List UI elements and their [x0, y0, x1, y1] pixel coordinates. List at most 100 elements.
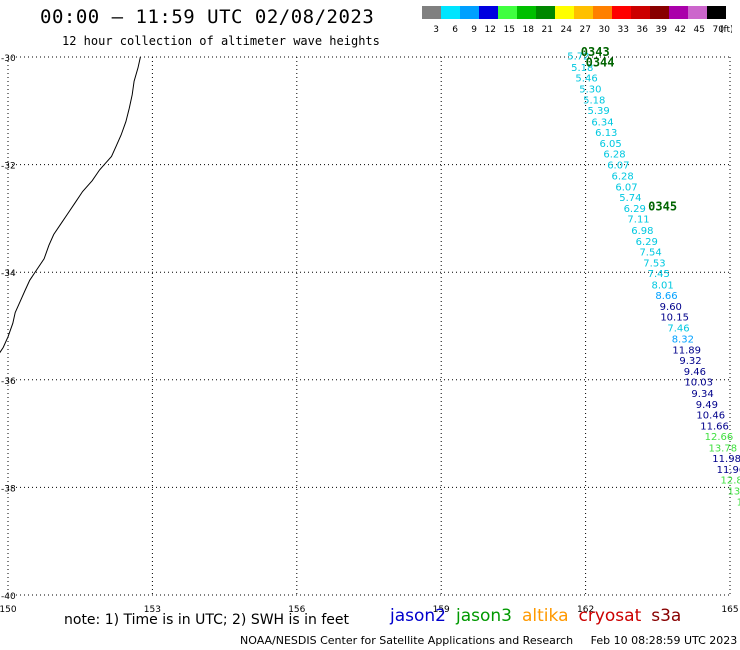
- longitude-tick-label: 150: [0, 605, 17, 615]
- wave-height-label: 6.29: [624, 204, 646, 215]
- legend-swatch: [631, 6, 650, 19]
- latitude-tick-label: -38: [1, 484, 16, 494]
- wave-height-label: 5.18: [583, 95, 605, 106]
- satellite-altika: altika: [522, 606, 569, 626]
- wave-height-label: 6.29: [636, 237, 658, 248]
- legend-swatch: [498, 6, 517, 19]
- legend-label: 36: [637, 25, 649, 34]
- map-title: 00:00 – 11:59 UTC 02/08/2023: [40, 6, 375, 28]
- wave-height-label: 5.46: [575, 74, 597, 85]
- generated-timestamp: Feb 10 08:28:59 UTC 2023: [590, 634, 738, 647]
- longitude-tick-label: 153: [144, 605, 161, 615]
- legend-label: 27: [580, 25, 591, 34]
- wave-height-label: 9.49: [696, 400, 718, 411]
- legend-swatch: [536, 6, 555, 19]
- wave-height-label: 7.54: [639, 248, 661, 259]
- legend-label: 39: [656, 25, 668, 34]
- satellite-cryosat: cryosat: [578, 606, 642, 626]
- wave-height-label: 6.28: [612, 172, 634, 183]
- coastline: [0, 56, 141, 354]
- satellite-legend: jason2 jason3 altika cryosat s3a: [390, 606, 691, 626]
- wave-height-label: 9.46: [684, 367, 706, 378]
- legend-label: 30: [599, 25, 611, 34]
- legend-swatch: [574, 6, 593, 19]
- legend-label: 70: [713, 25, 725, 34]
- wave-height-label: 5.39: [587, 106, 609, 117]
- legend-swatch: [555, 6, 574, 19]
- wave-height-label: 13.78: [708, 443, 737, 454]
- satellite-s3a: s3a: [651, 606, 682, 626]
- credit-line: NOAA/NESDIS Center for Satellite Applica…: [240, 634, 737, 647]
- legend-label: 24: [561, 25, 573, 34]
- wave-height-label: 12.66: [705, 432, 734, 443]
- wave-height-label: 7.45: [648, 269, 670, 280]
- legend-label: 18: [523, 25, 535, 34]
- legend-label: 45: [694, 25, 705, 34]
- satellite-jason2: jason2: [390, 606, 446, 626]
- wave-height-label: 5.72: [567, 52, 589, 63]
- wave-height-label: 6.13: [595, 128, 617, 139]
- legend-swatch: [460, 6, 479, 19]
- longitude-tick-label: 159: [433, 605, 450, 615]
- wave-height-label: 11.89: [672, 345, 701, 356]
- wave-height-label: 6.98: [631, 226, 653, 237]
- legend-swatch: [441, 6, 460, 19]
- wave-height-label: 11.96: [717, 465, 740, 476]
- wave-height-label: 9.34: [691, 389, 713, 400]
- latitude-tick-label: -34: [1, 269, 16, 279]
- wave-height-label: 10.46: [696, 411, 725, 422]
- wave-height-label: 12.84: [720, 476, 740, 487]
- wave-height-label: 8.32: [672, 335, 694, 346]
- legend-label: 33: [618, 25, 629, 34]
- wave-height-label: 13.4: [728, 486, 740, 497]
- legend-label: 21: [542, 25, 553, 34]
- legend-unit: (ft): [720, 25, 732, 34]
- latitude-tick-label: -32: [1, 162, 16, 172]
- footnote: note: 1) Time is in UTC; 2) SWH is in fe…: [64, 612, 350, 628]
- legend-swatch: [650, 6, 669, 19]
- wave-height-label: 7.46: [667, 323, 689, 334]
- wave-height-label: 8.66: [655, 291, 677, 302]
- legend-swatch: [688, 6, 707, 19]
- legend-swatch: [422, 6, 441, 19]
- pass-time-label: 0343: [581, 45, 610, 59]
- longitude-tick-label: 162: [577, 605, 594, 615]
- wave-height-label: 8.01: [651, 280, 673, 291]
- legend-swatch: [669, 6, 688, 19]
- longitude-tick-label: 156: [288, 605, 305, 615]
- wave-height-label: 5.74: [619, 193, 641, 204]
- legend-label: 12: [485, 25, 496, 34]
- legend-label: 3: [433, 25, 439, 34]
- wave-height-label: 6.28: [603, 150, 625, 161]
- map-subtitle: 12 hour collection of altimeter wave hei…: [62, 34, 380, 48]
- satellite-jason3: jason3: [456, 606, 512, 626]
- wave-height-label: 11.98: [712, 454, 740, 465]
- pass-time-label: 0344: [586, 56, 615, 70]
- legend-label: 9: [471, 25, 477, 34]
- wave-height-label: 6.07: [615, 182, 637, 193]
- wave-height-label: 5.30: [579, 85, 601, 96]
- wave-height-label: 10.15: [660, 313, 689, 324]
- latitude-tick-label: -40: [1, 592, 16, 602]
- wave-height-label: 7.53: [643, 258, 665, 269]
- legend-swatch: [593, 6, 612, 19]
- legend-label: 42: [675, 25, 686, 34]
- pass-time-label: 0345: [648, 199, 677, 213]
- legend-swatch: [707, 6, 726, 19]
- wave-height-label: 6.34: [591, 117, 613, 128]
- credit-agency: NOAA/NESDIS Center for Satellite Applica…: [240, 634, 574, 647]
- wave-height-label: 9.60: [660, 302, 682, 313]
- wave-height-label: 12: [737, 498, 740, 509]
- longitude-tick-label: 165: [721, 605, 738, 615]
- wave-height-label: 5.18: [571, 63, 593, 74]
- legend-label: 6: [452, 25, 458, 34]
- latitude-tick-label: -30: [1, 54, 16, 64]
- legend-swatch: [612, 6, 631, 19]
- wave-height-label: 11.66: [700, 421, 729, 432]
- legend-swatch: [517, 6, 536, 19]
- wave-height-label: 7.11: [627, 215, 649, 226]
- wave-height-label: 9.32: [679, 356, 701, 367]
- legend-label: 15: [504, 25, 515, 34]
